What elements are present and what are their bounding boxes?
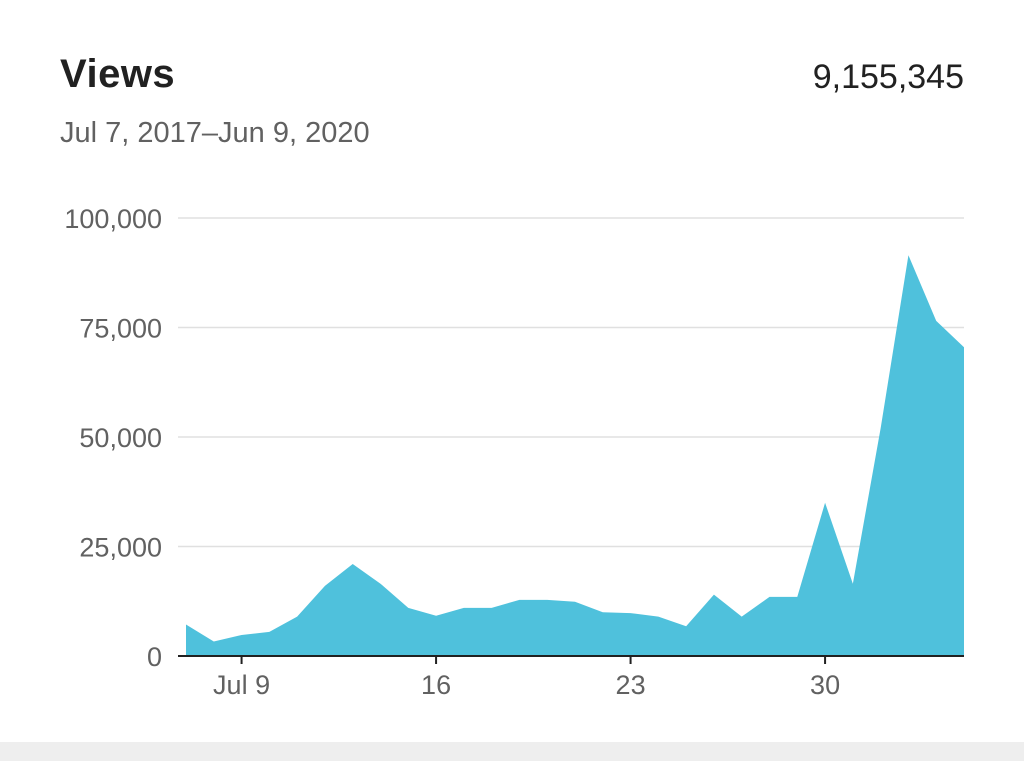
- views-area-chart[interactable]: 0 25,000 50,000 75,000 100,000 Jul 9 16 23 30: [0, 0, 1024, 742]
- x-tick-label: 30: [810, 670, 840, 700]
- y-tick-label: 100,000: [64, 204, 162, 234]
- x-tick-label: 23: [616, 670, 646, 700]
- y-tick-label: 50,000: [79, 423, 162, 453]
- date-range: Jul 7, 2017–Jun 9, 2020: [60, 117, 370, 149]
- grid-lines: [178, 217, 964, 548]
- area-series: [186, 255, 964, 657]
- x-axis-ticks: Jul 9 16 23 30: [213, 656, 840, 700]
- y-tick-label: 25,000: [79, 533, 162, 563]
- footer-divider: [0, 742, 1024, 761]
- x-tick-label: 16: [421, 670, 451, 700]
- chart-title: Views: [60, 52, 176, 96]
- views-card: Views 9,155,345 Jul 7, 2017–Jun 9, 2020 …: [0, 0, 1024, 742]
- total-views: 9,155,345: [812, 58, 964, 96]
- x-tick-label: Jul 9: [213, 670, 270, 700]
- y-tick-label: 0: [147, 642, 162, 672]
- area-path: [186, 255, 964, 657]
- y-tick-label: 75,000: [79, 314, 162, 344]
- y-axis-ticks: 0 25,000 50,000 75,000 100,000: [64, 204, 162, 672]
